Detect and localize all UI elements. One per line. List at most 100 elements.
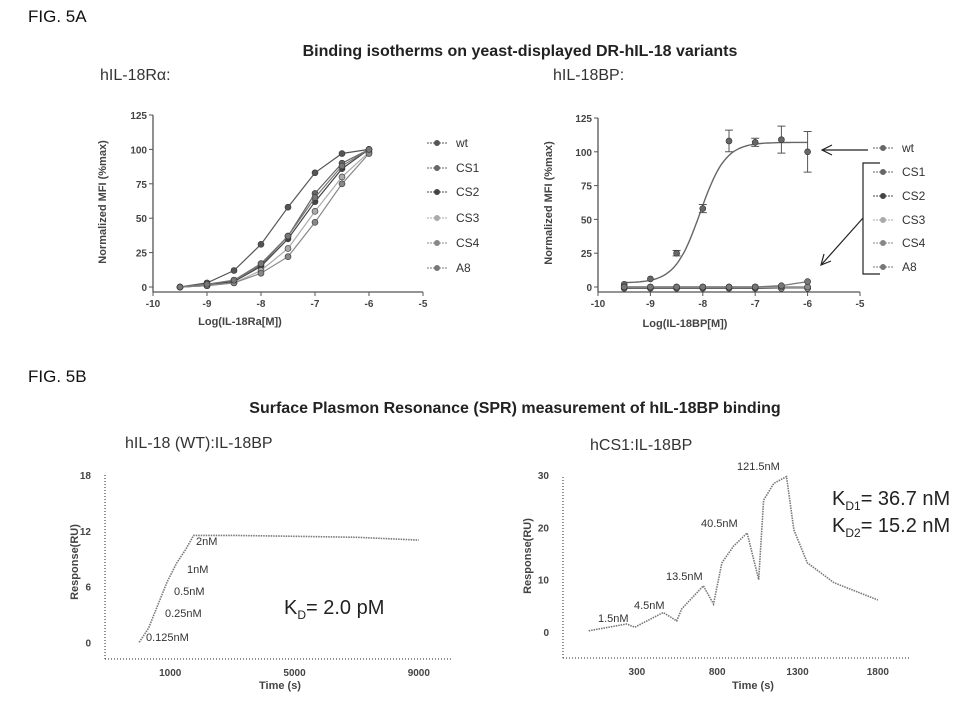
data-point <box>673 283 680 291</box>
chart-b2-ylabel: Response(RU) <box>522 518 534 594</box>
y-tick-label: 12 <box>80 527 92 538</box>
wt-arrow <box>820 144 868 156</box>
chart-a2-title: hIL-18BP: <box>553 67 624 84</box>
chart-1: -10 -9 -8 -7 -6 -5 0 25 50 75 100 125 wt CS1 CS2 CS3 CS4… <box>575 114 925 310</box>
legend-label: CS1 <box>456 161 480 175</box>
series-A8: A8 <box>620 260 917 291</box>
data-point <box>176 283 184 291</box>
legend-label: wt <box>901 141 915 155</box>
chart-a1-title: hIL-18Rα: <box>100 67 171 84</box>
chart-b1-ylabel: Response(RU) <box>69 524 81 600</box>
y-tick-label: 0 <box>543 628 549 639</box>
x-tick-label: -5 <box>856 299 865 310</box>
y-tick-label: 75 <box>136 180 148 191</box>
y-tick-label: 20 <box>538 523 550 534</box>
legend-label: A8 <box>902 260 917 274</box>
series-line <box>138 534 419 643</box>
x-tick-label: -5 <box>419 299 428 310</box>
series-3 <box>588 475 879 632</box>
series-wt: wt <box>620 125 915 288</box>
data-point <box>699 283 707 291</box>
x-tick-label: 1000 <box>159 668 182 679</box>
x-tick-label: -8 <box>698 299 707 310</box>
series-CS4: CS4 <box>620 236 926 291</box>
legend-marker-star <box>880 264 886 270</box>
y-tick-label: 125 <box>575 114 592 125</box>
data-point <box>311 194 319 201</box>
chart-a2-ylabel: Normalized MFI (%max) <box>543 141 555 265</box>
series-A8: A8 <box>176 146 471 291</box>
annotation-1.5nM: 1.5nM <box>598 613 629 625</box>
data-point <box>338 180 346 188</box>
chart-a1-ylabel: Normalized MFI (%max) <box>97 140 109 264</box>
kd-value-wt: KD= 2.0 pM <box>284 597 384 622</box>
legend-label: CS3 <box>456 211 480 225</box>
annotation-2nM: 2nM <box>196 536 217 548</box>
series-wt: wt <box>176 136 469 291</box>
legend-marker-circle <box>880 193 886 199</box>
chart-a1-xlabel: Log(IL-18Ra[M]) <box>198 316 282 328</box>
annotation-1nM: 1nM <box>187 564 208 576</box>
annotation-13.5nM: 13.5nM <box>666 571 703 583</box>
annotation-0.25nM: 0.25nM <box>165 608 202 620</box>
data-point <box>311 219 319 226</box>
y-tick-label: 75 <box>581 182 593 193</box>
fig-5a-label: FIG. 5A <box>28 7 87 26</box>
x-tick-label: -10 <box>591 299 606 310</box>
kd2-value-cs1: KD2= 15.2 nM <box>832 515 950 540</box>
x-tick-label: -10 <box>146 299 161 310</box>
y-tick-label: 0 <box>141 283 147 294</box>
data-point <box>284 253 292 261</box>
data-point <box>804 283 811 291</box>
kd1-value-cs1: KD1= 36.7 nM <box>832 488 950 513</box>
x-tick-label: 800 <box>709 667 726 678</box>
chart-b1-xlabel: Time (s) <box>259 680 301 692</box>
data-point <box>338 162 346 170</box>
annotation-0.5nM: 0.5nM <box>174 586 205 598</box>
data-point <box>338 173 346 181</box>
series-line <box>624 281 808 288</box>
series-line <box>588 475 879 632</box>
series-line <box>179 148 370 288</box>
legend-label: A8 <box>456 261 471 275</box>
legend-label: CS1 <box>902 165 926 179</box>
data-point <box>257 241 265 248</box>
series-CS1: CS1 <box>620 165 926 292</box>
y-tick-label: 18 <box>80 471 92 482</box>
y-tick-label: 25 <box>581 249 593 260</box>
chart-b1-title: hIL-18 (WT):IL-18BP <box>125 435 273 452</box>
data-point <box>230 267 238 274</box>
data-point <box>203 280 211 288</box>
legend-label: CS3 <box>902 213 926 227</box>
annotation-4.5nM: 4.5nM <box>634 600 665 612</box>
x-tick-label: -9 <box>203 299 212 310</box>
data-point <box>311 169 319 177</box>
data-point <box>257 269 265 277</box>
chart-b2-title: hCS1:IL-18BP <box>590 437 692 454</box>
data-point <box>647 283 654 291</box>
data-point <box>284 232 292 240</box>
data-point <box>338 150 346 157</box>
legend-marker-square <box>434 215 440 221</box>
x-tick-label: -6 <box>365 299 374 310</box>
annotation-40.5nM: 40.5nM <box>701 518 738 530</box>
series-CS2: CS2 <box>620 189 926 291</box>
y-tick-label: 0 <box>85 638 91 649</box>
series-line <box>179 148 370 288</box>
variants-bracket <box>820 162 880 275</box>
x-tick-label: -7 <box>751 299 760 310</box>
x-tick-label: 300 <box>629 667 646 678</box>
y-tick-label: 50 <box>136 214 148 225</box>
y-tick-label: 30 <box>538 471 550 482</box>
x-tick-label: 1800 <box>867 667 890 678</box>
legend-marker-triangle <box>434 165 440 171</box>
legend-marker-diamond <box>434 140 440 146</box>
data-point <box>751 139 759 146</box>
legend-marker-diamond <box>880 145 886 151</box>
x-tick-label: -6 <box>803 299 812 310</box>
data-point <box>778 282 785 289</box>
legend-marker-square <box>880 217 886 223</box>
data-point <box>751 283 759 291</box>
chart-0: -10 -9 -8 -7 -6 -5 0 25 50 75 100 125 wt CS1 CS2 CS3 CS4… <box>130 111 479 310</box>
